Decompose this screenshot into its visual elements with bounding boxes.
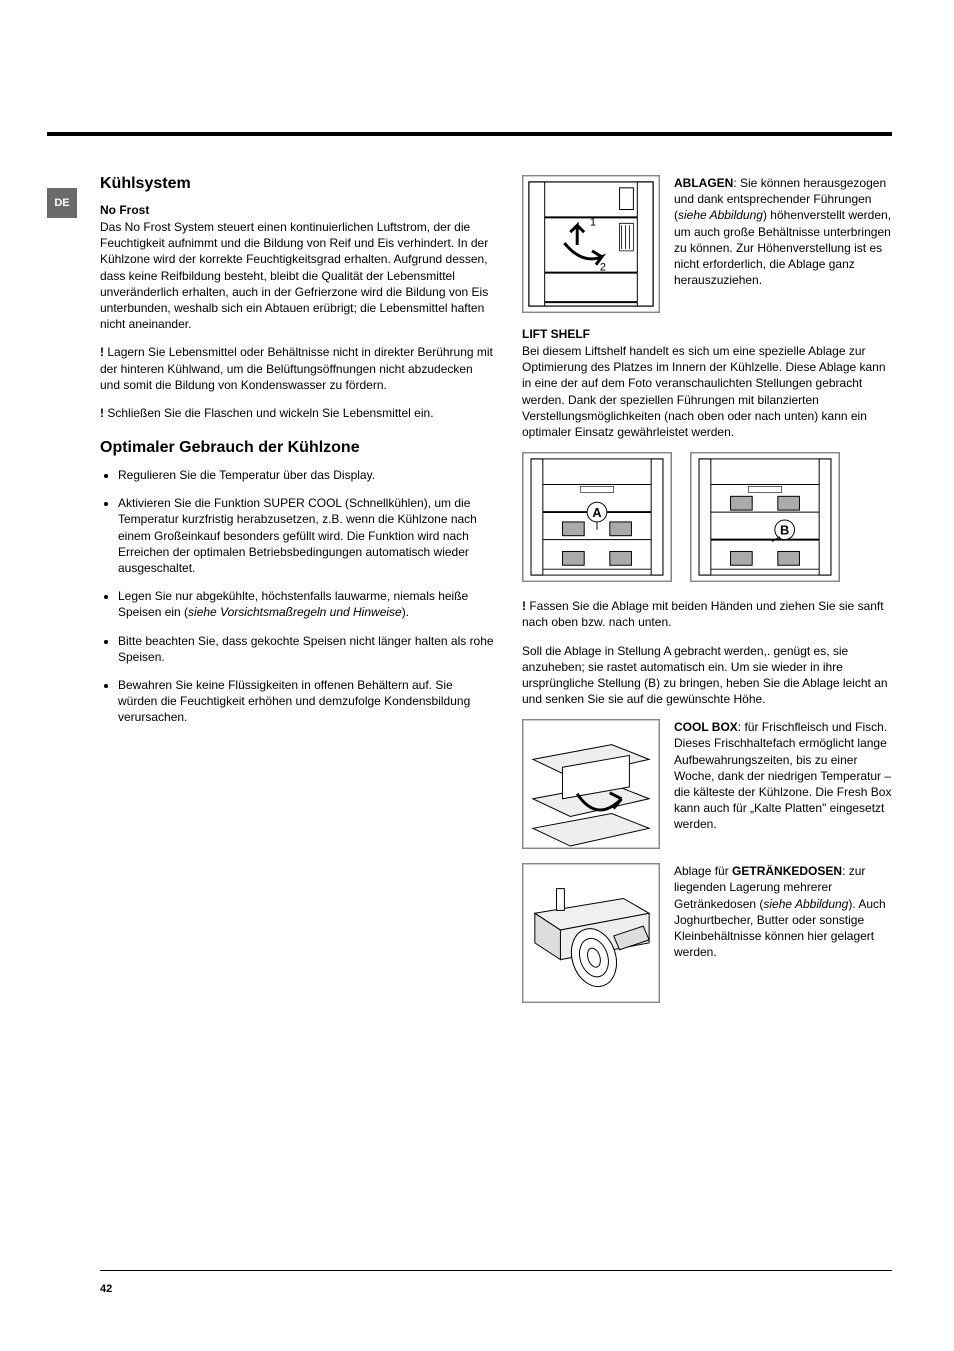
bottom-rule [100, 1270, 892, 1271]
heading-nofrost: No Frost [100, 203, 494, 217]
dosen-text: Ablage für GETRÄNKEDOSEN: zur liegenden … [674, 863, 892, 960]
svg-text:1: 1 [590, 216, 596, 228]
page-content: Kühlsystem No Frost Das No Frost System … [100, 175, 892, 1017]
tips-list: Regulieren Sie die Temperatur über das D… [100, 467, 494, 725]
liftshelf-figure-a: A [522, 452, 672, 582]
coolbox-text: COOL BOX: für Frischfleisch und Fisch. D… [674, 719, 892, 832]
svg-text:A: A [592, 505, 601, 520]
tip-item: Legen Sie nur abgekühlte, höchstenfalls … [118, 588, 494, 620]
tip-item: Bewahren Sie keine Flüssigkeiten in offe… [118, 677, 494, 726]
svg-text:B: B [780, 523, 789, 538]
tip-item: Bitte beachten Sie, dass gekochte Speise… [118, 633, 494, 665]
heading-kuhlsystem: Kühlsystem [100, 175, 494, 193]
left-column: Kühlsystem No Frost Das No Frost System … [100, 175, 494, 1017]
liftshelf-figure-b: B [690, 452, 840, 582]
ablagen-text: ABLAGEN: Sie können herausgezogen und da… [674, 175, 892, 288]
coolbox-figure [522, 719, 660, 849]
dosen-figure [522, 863, 660, 1003]
top-rule [47, 132, 892, 136]
para-nofrost: Das No Frost System steuert einen kontin… [100, 219, 494, 332]
ablagen-block: 1 2 ABLAGEN: Sie können herausgezogen un… [522, 175, 892, 313]
warning-bottles: Schließen Sie die Flaschen und wickeln S… [100, 405, 494, 421]
para-liftshelf-warn: ! Fassen Sie die Ablage mit beiden Hände… [522, 598, 892, 630]
para-liftshelf: Bei diesem Liftshelf handelt es sich um … [522, 343, 892, 440]
svg-text:2: 2 [600, 262, 606, 274]
coolbox-block: COOL BOX: für Frischfleisch und Fisch. D… [522, 719, 892, 849]
tip-item: Regulieren Sie die Temperatur über das D… [118, 467, 494, 483]
liftshelf-figures: A B [522, 452, 892, 582]
heading-liftshelf: LIFT SHELF [522, 327, 892, 341]
page-number: 42 [100, 1283, 112, 1295]
tip-item: Aktivieren Sie die Funktion SUPER COOL (… [118, 495, 494, 576]
dosen-block: Ablage für GETRÄNKEDOSEN: zur liegenden … [522, 863, 892, 1003]
language-tab: DE [47, 188, 77, 218]
warning-storage: Lagern Sie Lebensmittel oder Behältnisse… [100, 344, 494, 393]
heading-optimal: Optimaler Gebrauch der Kühlzone [100, 439, 494, 457]
right-column: 1 2 ABLAGEN: Sie können herausgezogen un… [522, 175, 892, 1017]
ablagen-figure: 1 2 [522, 175, 660, 313]
para-liftshelf-ab: Soll die Ablage in Stellung A gebracht w… [522, 643, 892, 708]
